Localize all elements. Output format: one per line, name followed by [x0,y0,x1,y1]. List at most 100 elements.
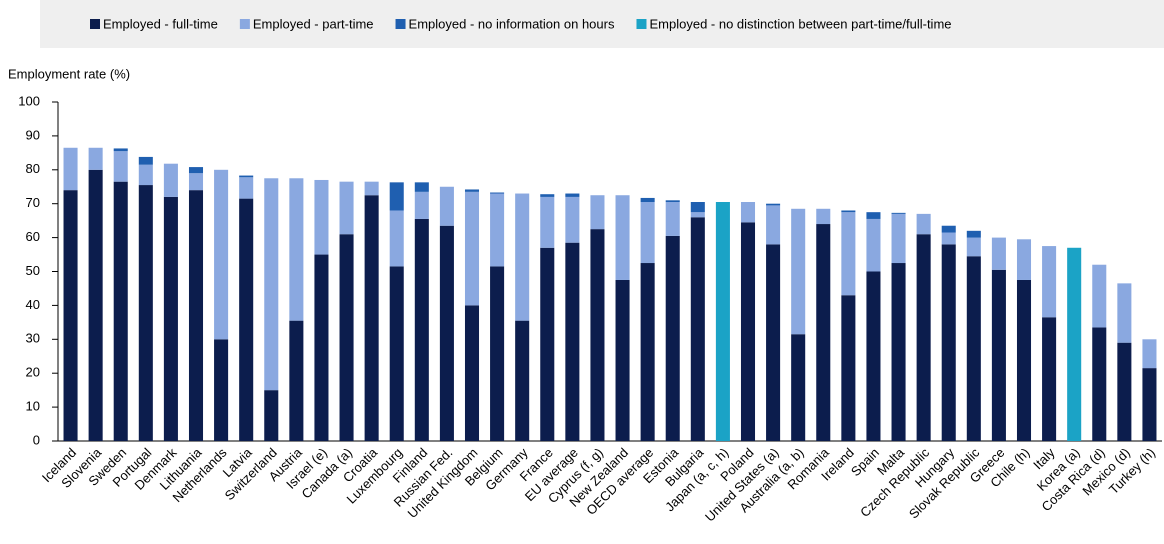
bar-segment [515,320,530,441]
bar-segment [866,271,881,441]
bar-segment [1016,239,1032,280]
bar-segment [540,194,555,197]
y-tick-label: 40 [26,297,40,312]
bar-segment [690,212,705,218]
bar-segment [665,200,680,203]
bar-segment [138,164,153,186]
bar-segment [389,182,404,211]
bar-segment [163,163,178,197]
bar-segment [113,151,128,182]
bar-segment [339,234,354,441]
bar-segment [414,191,429,219]
bar-segment [364,195,379,441]
bar-segment [590,229,605,441]
bar-segment [138,156,153,165]
bar-segment [640,197,655,203]
bar-segment [1142,368,1157,441]
bar-segment [565,242,580,441]
bar-segment [464,305,480,441]
bar-segment [690,217,705,441]
bar-segment [63,147,78,191]
legend-background [40,0,1164,48]
y-tick-label: 80 [26,161,40,176]
bar-segment [490,193,505,267]
bar-segment [891,212,906,214]
legend-swatch [90,19,100,29]
bar-segment [88,147,103,170]
bar-segment [816,224,831,441]
bar-segment [314,254,329,441]
bar-segment [615,195,630,280]
legend-label: Employed - part-time [253,16,374,31]
bar-segment [490,266,505,441]
bar-segment [891,213,906,264]
y-tick-label: 10 [26,399,40,414]
legend-swatch [636,19,647,29]
bar-segment [540,196,555,248]
bar-segment [640,263,655,441]
bar-segment [464,189,480,192]
bar-segment [966,256,981,441]
bar-segment [791,334,806,441]
bar-segment [991,269,1006,441]
y-tick-label: 30 [26,331,40,346]
bar-segment [766,205,781,245]
bar-segment [314,179,329,255]
bar-segment [941,225,956,233]
bar-segment [339,181,354,235]
bar-segment [515,193,530,321]
legend-label: Employed - full-time [103,16,218,31]
bar-segment [740,202,756,223]
bar-segment [866,212,881,219]
bar-segment [214,169,229,340]
bar-segment [239,175,254,178]
bar-segment [966,230,981,238]
legend-label: Employed - no information on hours [409,16,615,31]
bar-segment [239,198,254,441]
bar-segment [791,208,806,335]
bar-segment [841,295,856,441]
bar-segment [665,202,680,236]
bar-segment [289,178,304,321]
bar-segment [490,192,505,194]
bar-segment [88,169,103,442]
bar-segment [289,320,304,441]
bar-segment [138,185,153,441]
y-tick-label: 100 [18,93,40,108]
bar-segment [464,191,480,306]
bar-segment [565,196,580,243]
bar-segment [414,218,429,441]
y-tick-label: 0 [33,432,40,447]
bar-segment [188,167,204,174]
bar-segment [1142,339,1157,369]
bar-segment [1016,279,1032,441]
bar-segment [188,190,204,441]
bar-segment [264,178,279,391]
bar-segment [740,222,756,441]
bar-segment [389,266,404,441]
bar-segment [540,247,555,441]
bar-segment [113,148,128,152]
bar-segment [1042,317,1057,441]
bar-segment [1117,342,1132,441]
bar-segment [264,390,279,441]
bar-segment [665,235,680,441]
bar-segment [941,244,956,441]
legend-swatch [239,19,250,29]
bar-segment [766,244,781,441]
bar-segment [841,212,856,296]
bar-segment [766,203,781,206]
bar-segment [414,182,429,192]
bar-segment [188,173,204,191]
y-tick-label: 50 [26,263,40,278]
bar-segment [389,210,404,267]
bar-segment [364,181,379,196]
bar-segment [1092,327,1107,441]
bar-segment [916,234,931,441]
bar-segment [63,190,78,441]
bar-segment [590,195,605,230]
legend-label: Employed - no distinction between part-t… [649,16,951,31]
y-tick-label: 70 [26,195,40,210]
x-tick-label: Spain [848,445,882,479]
